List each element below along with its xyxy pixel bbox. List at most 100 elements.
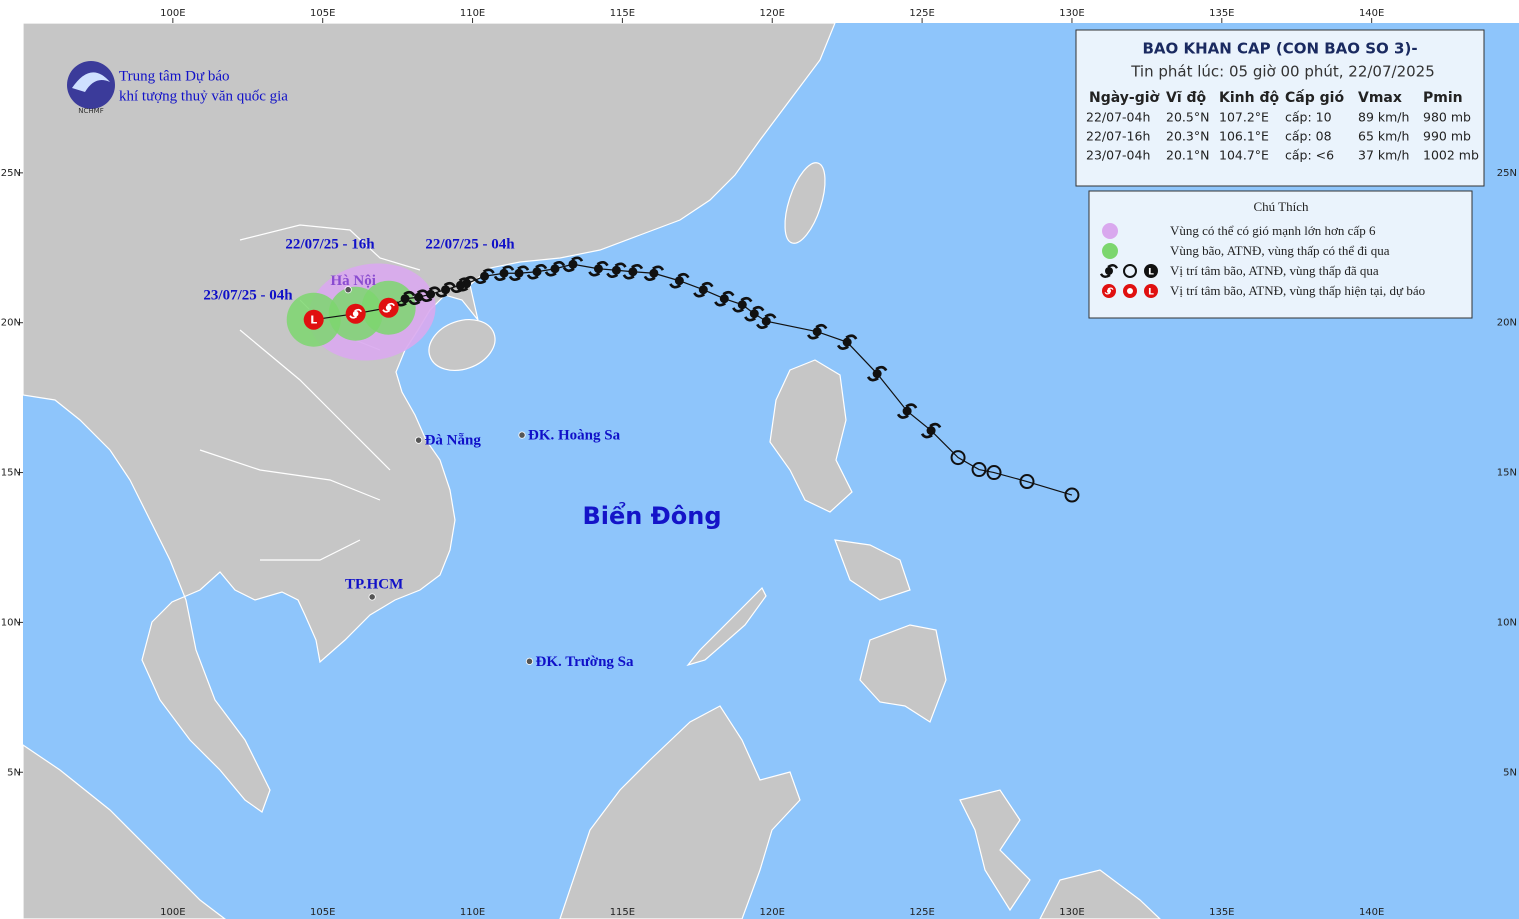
storm-position bbox=[544, 260, 566, 277]
storm-position bbox=[408, 289, 429, 305]
lon-tick-label: 120E bbox=[760, 907, 785, 918]
symbol-tail bbox=[866, 376, 879, 382]
symbol-core bbox=[456, 280, 466, 290]
symbol-tail bbox=[435, 292, 448, 298]
symbol-core bbox=[385, 304, 392, 311]
storm-position bbox=[588, 260, 609, 277]
symbol-core bbox=[414, 292, 424, 302]
symbol-tail bbox=[1107, 287, 1114, 290]
symbol-tail bbox=[714, 301, 727, 307]
legend-swatch bbox=[1102, 243, 1118, 259]
storm-position bbox=[394, 290, 416, 307]
symbol-tail bbox=[622, 274, 635, 280]
storm-position bbox=[807, 323, 828, 340]
table-cell: 89 km/h bbox=[1358, 110, 1409, 125]
storm-position bbox=[920, 422, 942, 439]
storm-position bbox=[693, 281, 714, 298]
forecast-time-label: 23/07/25 - 04h bbox=[203, 287, 293, 303]
symbol-tail bbox=[443, 281, 456, 288]
lat-tick-label: 20N bbox=[1497, 318, 1517, 329]
legend-item: Vị trí tâm bão, ATNĐ, vùng thấp hiện tại… bbox=[1170, 283, 1425, 298]
symbol-tail bbox=[920, 433, 933, 439]
table-header: Pmin bbox=[1423, 90, 1463, 106]
symbol-core bbox=[737, 300, 747, 310]
symbol-tail bbox=[732, 307, 745, 313]
legend-symbols: LL bbox=[1099, 264, 1158, 298]
symbol-core bbox=[550, 264, 560, 274]
table-cell: 107.2°E bbox=[1219, 110, 1269, 125]
bulletin: BAO KHAN CAP (CON BAO SO 3)- Tin phát lú… bbox=[1075, 29, 1485, 187]
table-cell: 20.5°N bbox=[1166, 110, 1209, 125]
logo-icon bbox=[67, 61, 115, 109]
land bbox=[22, 22, 1161, 919]
storm-position bbox=[643, 265, 665, 282]
org-line: khí tượng thuỷ văn quốc gia bbox=[119, 88, 288, 104]
table-cell: 23/07-04h bbox=[1086, 148, 1150, 163]
symbol-core bbox=[902, 406, 912, 416]
symbol-tail bbox=[815, 323, 828, 330]
lat-tick-label: 15N bbox=[1, 468, 21, 479]
table-header: Kinh độ bbox=[1219, 90, 1279, 106]
legend-low: L bbox=[1148, 288, 1154, 298]
lat-tick-label: 10N bbox=[1, 617, 21, 628]
symbol-tail bbox=[416, 289, 429, 295]
symbol-core bbox=[611, 265, 621, 275]
symbol-core bbox=[514, 268, 524, 278]
symbol-core bbox=[593, 264, 603, 274]
table-cell: 20.3°N bbox=[1166, 129, 1209, 144]
storm-position bbox=[622, 263, 644, 280]
place-dot bbox=[368, 593, 376, 601]
symbol-core bbox=[628, 267, 638, 277]
symbol-core bbox=[499, 268, 509, 278]
symbol-tail bbox=[896, 413, 909, 419]
symbol-core bbox=[761, 316, 771, 326]
symbol-tail bbox=[693, 292, 706, 298]
symbol-core bbox=[812, 327, 822, 337]
table-cell: 65 km/h bbox=[1358, 129, 1409, 144]
symbol-tail bbox=[588, 271, 601, 277]
symbol-tail bbox=[764, 313, 777, 319]
legend-symbol bbox=[1127, 288, 1133, 294]
table-cell: 1002 mb bbox=[1423, 148, 1479, 163]
place-dot bbox=[518, 431, 526, 439]
symbol-tail bbox=[606, 272, 619, 279]
lon-tick-label: 115E bbox=[610, 907, 635, 918]
lon-tick-label: 105E bbox=[310, 907, 335, 918]
symbol-tail bbox=[669, 283, 682, 289]
table-header: Vmax bbox=[1358, 90, 1402, 106]
table-cell: 22/07-16h bbox=[1086, 129, 1150, 144]
symbol-core bbox=[926, 426, 936, 436]
lat-tick-label: 5N bbox=[1503, 767, 1517, 778]
symbol-tail bbox=[836, 344, 849, 350]
depression-position bbox=[971, 462, 987, 478]
storm-position bbox=[526, 263, 548, 280]
table-header: Vĩ độ bbox=[1166, 90, 1207, 106]
lon-tick-label: 100E bbox=[160, 8, 185, 19]
symbol-core bbox=[698, 285, 708, 295]
symbol-tail bbox=[382, 309, 391, 313]
bulletin-box bbox=[1075, 29, 1485, 187]
symbol-tail bbox=[1099, 273, 1111, 278]
symbol-tail bbox=[929, 422, 942, 429]
symbol-core bbox=[749, 309, 759, 319]
storm-position bbox=[508, 265, 530, 282]
symbol-core bbox=[400, 294, 410, 304]
storm-position bbox=[714, 290, 735, 307]
lon-tick-label: 120E bbox=[760, 8, 785, 19]
symbol-core bbox=[1107, 289, 1111, 293]
symbol-tail bbox=[482, 268, 495, 274]
lat-tick-label: 25N bbox=[1497, 168, 1517, 179]
symbol-bg bbox=[303, 309, 324, 330]
place-label: ĐK. Trường Sa bbox=[535, 654, 634, 670]
symbol-tail bbox=[428, 286, 441, 292]
symbol-tail bbox=[354, 308, 363, 313]
lon-tick-label: 115E bbox=[610, 8, 635, 19]
legend-title: Chú Thích bbox=[1253, 199, 1309, 214]
symbol-tail bbox=[807, 334, 819, 340]
storm-position bbox=[474, 268, 495, 285]
place-dot bbox=[415, 436, 423, 444]
symbol-tail bbox=[905, 403, 918, 409]
org-line: Trung tâm Dự báo bbox=[119, 68, 230, 84]
symbol-tail bbox=[450, 287, 463, 294]
